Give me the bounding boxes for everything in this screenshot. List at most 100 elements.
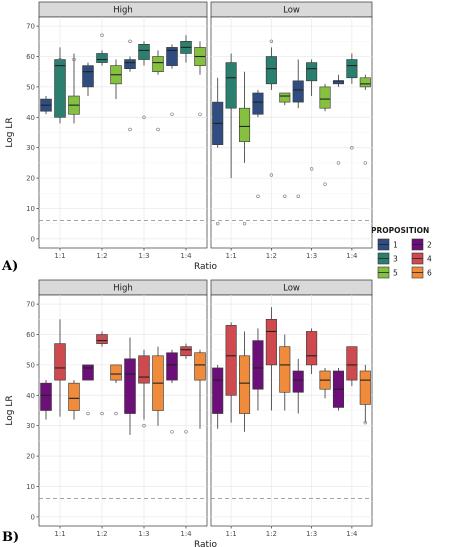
outlier-point: [296, 194, 300, 199]
facet-label: Low: [283, 6, 300, 16]
box-body: [110, 364, 122, 381]
legend-label: 5: [393, 269, 398, 278]
box-body: [166, 47, 178, 66]
box-body: [54, 59, 66, 118]
facet-low: Low 1:1 1:2 1:3 1:4: [210, 279, 373, 538]
legend-label: 6: [427, 269, 432, 278]
outlier-point: [72, 57, 76, 62]
box-1-2-series-4: [96, 331, 108, 416]
outlier-point: [142, 115, 146, 120]
legend-label: 2: [427, 241, 432, 250]
facet-low: Low 1:1 1:2 1:3 1:4: [210, 1, 373, 260]
outlier-point: [216, 221, 220, 226]
facet-high: High 1:1 1:2 1:3 1:4: [38, 1, 208, 260]
box-body: [225, 62, 237, 109]
outlier-point: [269, 39, 274, 44]
y-axis-title: Log LR: [5, 395, 15, 425]
box-1-3-series-5: [152, 50, 164, 132]
box-1-2-series-2: [252, 328, 264, 411]
outlier-point: [170, 112, 174, 116]
x-tick-label: 1:1: [54, 530, 65, 538]
box-1-4-series-5: [359, 74, 371, 165]
outlier-point: [363, 161, 367, 165]
facet-label: Low: [283, 284, 300, 294]
box-body: [138, 355, 150, 384]
box-body: [82, 65, 94, 88]
outlier-point: [156, 127, 160, 132]
outlier-point: [58, 57, 62, 62]
y-tick-label: 10: [26, 205, 35, 213]
box-1-2-series-5: [279, 92, 291, 199]
y-tick-label: 70: [26, 301, 35, 309]
box-1-1-series-4: [54, 319, 66, 417]
x-tick-label: 1:3: [306, 530, 317, 538]
y-tick-label: 60: [26, 331, 35, 339]
box-1-4-series-5: [194, 41, 206, 116]
box-1-1-series-3: [225, 53, 237, 179]
outlier-point: [350, 145, 354, 150]
box-1-4-series-4: [180, 343, 192, 434]
box-1-2-series-1: [82, 62, 94, 97]
box-body: [346, 346, 358, 381]
outlier-point: [269, 173, 274, 177]
outlier-point: [184, 430, 188, 434]
box-body: [265, 56, 277, 85]
box-body: [306, 331, 318, 366]
box-body: [279, 346, 291, 393]
legend-item-3: 3: [377, 252, 398, 265]
y-tick-label: 40: [26, 392, 35, 400]
panel-tag: A): [1, 259, 18, 274]
box-body: [319, 86, 331, 109]
x-tick-label: 1:1: [54, 252, 65, 260]
legend-item-4: 4: [411, 252, 432, 265]
x-tick-label: 1:4: [180, 530, 192, 538]
box-1-2-series-3: [265, 39, 277, 177]
panel-tag: B): [2, 530, 19, 545]
y-tick-label: 0: [31, 235, 35, 243]
box-1-2-series-2: [82, 364, 94, 416]
box-body: [152, 56, 164, 73]
outlier-point: [100, 33, 104, 37]
box-1-1-series-3: [54, 47, 66, 124]
box-1-2-series-6: [110, 364, 122, 416]
y-tick-label: 20: [26, 175, 35, 183]
box-body: [292, 370, 304, 393]
box-1-2-series-4: [265, 307, 277, 411]
x-tick-label: 1:1: [225, 530, 236, 538]
box-1-3-series-5: [319, 83, 331, 186]
box-body: [82, 364, 94, 381]
outlier-point: [128, 39, 132, 44]
box-body: [359, 370, 371, 405]
y-tick-label: 50: [26, 83, 35, 91]
box-1-4-series-1: [332, 74, 344, 165]
legend-item-2: 2: [411, 238, 432, 251]
outlier-point: [283, 194, 287, 199]
outlier-point: [242, 221, 247, 226]
box-1-2-series-6: [279, 334, 291, 411]
x-tick-label: 1:2: [266, 252, 277, 260]
chart-b: High 1:1 1:2 1:3 1:4 Low 1:1 1:2 1:3 1:4 0 10 20 30 40…: [2, 279, 373, 547]
box-body: [346, 59, 358, 79]
chart-a: High 1:1 1:2 1:3 1:4 Low 1:1 1:2 1:3 1:4 0 10 20 30 40…: [1, 1, 373, 274]
box-body: [166, 352, 178, 381]
box-1-3-series-1: [292, 59, 304, 199]
box-body: [124, 59, 136, 69]
legend-label: 1: [393, 241, 398, 250]
outlier-point: [114, 411, 118, 416]
box-1-4-series-6: [359, 364, 371, 425]
box-body: [96, 53, 108, 63]
outlier-point: [363, 420, 367, 425]
box-1-1-series-6: [68, 380, 80, 420]
box-1-4-series-6: [194, 349, 206, 429]
box-body: [265, 319, 277, 366]
y-tick-label: 60: [26, 53, 35, 61]
facet-label: High: [113, 284, 133, 294]
box-body: [194, 352, 206, 381]
box-body: [124, 358, 136, 414]
box-body: [239, 107, 251, 142]
box-1-4-series-2: [332, 367, 344, 411]
box-1-1-series-1: [40, 96, 52, 115]
outlier-point: [309, 167, 314, 171]
x-tick-label: 1:1: [225, 252, 236, 260]
